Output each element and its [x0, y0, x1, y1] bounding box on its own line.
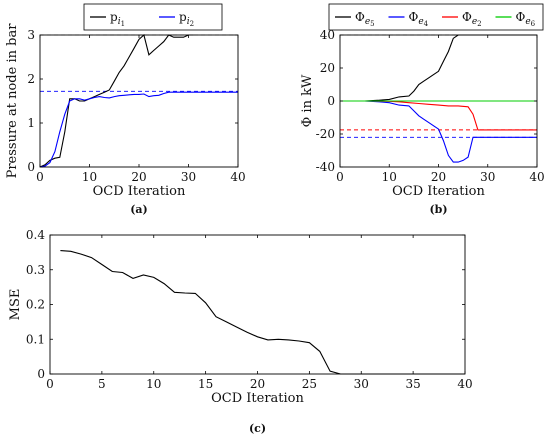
y-tick-label: 0 — [37, 367, 45, 381]
x-tick-label: 10 — [382, 170, 397, 184]
x-tick-label: 10 — [82, 170, 97, 184]
x-axis-label: OCD Iteration — [211, 391, 304, 406]
x-tick-label: 30 — [480, 170, 495, 184]
x-tick-label: 40 — [230, 170, 245, 184]
y-tick-label: 0.2 — [26, 298, 45, 312]
legend-subsubscript: 6 — [531, 20, 536, 28]
series-line-0 — [60, 250, 465, 375]
y-tick-label: 0.4 — [26, 228, 45, 242]
x-tick-label: 40 — [457, 377, 472, 391]
legend-subsubscript: 4 — [424, 20, 429, 28]
legend-subscript: i — [118, 17, 121, 27]
series-line-1 — [340, 100, 537, 163]
y-tick-label: -20 — [316, 127, 335, 141]
x-tick-label: 15 — [198, 377, 213, 391]
y-axis-label: Pressure at node in bar — [5, 23, 20, 179]
legend-frame — [83, 3, 223, 31]
x-tick-label: 20 — [431, 170, 446, 184]
x-tick-label: 0 — [46, 377, 54, 391]
y-tick-label: 0.3 — [26, 263, 45, 277]
figure-caption: (b) — [429, 203, 447, 216]
y-tick-label: 40 — [320, 28, 335, 42]
series-line-0 — [39, 33, 194, 168]
plot-frame — [49, 234, 466, 375]
x-tick-label: 30 — [181, 170, 196, 184]
x-tick-label: 40 — [529, 170, 544, 184]
x-tick-label: 0 — [36, 170, 44, 184]
x-axis-label: OCD Iteration — [392, 184, 485, 199]
legend-subsubscript: 2 — [190, 20, 194, 28]
x-axis-label: OCD Iteration — [93, 184, 186, 199]
y-tick-label: 3 — [27, 28, 35, 42]
legend-subscript: e — [418, 17, 423, 27]
x-tick-label: 20 — [250, 377, 265, 391]
legend: Φe5 Φe4 Φe2 Φe6 — [328, 3, 544, 31]
legend: pi1 pi2 — [83, 3, 223, 31]
legend-subsubscript: 5 — [370, 20, 374, 28]
series-line-1 — [39, 91, 238, 168]
legend-subscript: e — [525, 17, 530, 27]
x-tick-label: 10 — [146, 377, 161, 391]
legend-subscript: e — [472, 17, 477, 27]
y-tick-label: 0.1 — [26, 332, 45, 346]
legend-subsubscript: 1 — [121, 20, 125, 28]
y-tick-label: 2 — [27, 72, 35, 86]
figure-caption: (c) — [249, 422, 266, 435]
y-axis-label: MSE — [8, 289, 23, 321]
y-tick-label: 0 — [327, 94, 335, 108]
x-tick-label: 35 — [405, 377, 420, 391]
series-line-0 — [340, 34, 537, 102]
legend-subscript: e — [365, 17, 370, 27]
x-tick-label: 0 — [336, 170, 344, 184]
y-tick-label: 0 — [27, 160, 35, 174]
y-tick-label: 20 — [320, 61, 335, 75]
y-tick-label: 1 — [27, 116, 35, 130]
x-tick-label: 20 — [131, 170, 146, 184]
x-tick-label: 30 — [354, 377, 369, 391]
y-tick-label: -40 — [316, 160, 335, 174]
figure-caption: (a) — [130, 203, 148, 216]
y-axis-label: Φ in kW — [300, 74, 315, 127]
legend-subscript: i — [187, 17, 190, 27]
legend-subsubscript: 2 — [477, 20, 481, 28]
series-line-2 — [340, 100, 537, 131]
chart-b: 0 10 20 30 40 -40 -20 0 20 40 OCD Iteration Φ in kW… — [300, 3, 545, 216]
x-tick-label: 25 — [302, 377, 317, 391]
x-tick-label: 5 — [98, 377, 106, 391]
chart-a: 0 10 20 30 40 0 1 2 3 OCD Iteration Pressure at no… — [5, 3, 246, 216]
chart-c: 0 5 10 15 20 25 30 35 40 0 0.1 0.2 0.3 0.4 OCD Iterati… — [8, 228, 473, 435]
